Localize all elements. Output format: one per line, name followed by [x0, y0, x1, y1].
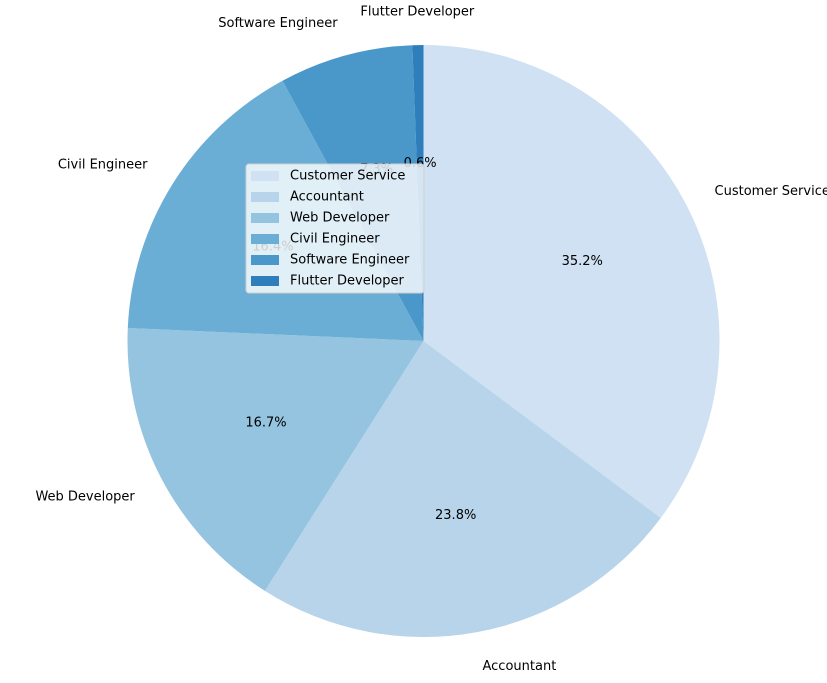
legend-swatch-civil-engineer [251, 234, 279, 244]
category-label-customer-service: Customer Service [715, 184, 827, 199]
pie-slices [127, 45, 720, 637]
percent-label-customer-service: 35.2% [562, 254, 603, 269]
percent-label-accountant: 23.8% [435, 508, 476, 523]
legend-swatch-flutter-developer [251, 276, 279, 286]
legend-swatch-customer-service [251, 171, 279, 181]
legend-swatch-accountant [251, 192, 279, 202]
legend-box [245, 163, 425, 294]
legend-label-civil-engineer: Civil Engineer [290, 232, 380, 247]
legend-swatch-software-engineer [251, 255, 279, 265]
legend-label-software-engineer: Software Engineer [290, 253, 410, 268]
pie-slice-web-developer [127, 327, 424, 591]
category-label-accountant: Accountant [483, 659, 557, 674]
legend-label-accountant: Accountant [290, 190, 364, 205]
legend-label-customer-service: Customer Service [290, 169, 405, 184]
category-label-flutter-developer: Flutter Developer [360, 4, 475, 19]
legend: Customer Service Accountant Web Developer C… [245, 163, 425, 294]
legend-label-web-developer: Web Developer [290, 211, 390, 226]
category-label-civil-engineer: Civil Engineer [58, 157, 148, 172]
category-label-software-engineer: Software Engineer [218, 16, 338, 31]
category-label-web-developer: Web Developer [35, 489, 135, 504]
pie-slice-customer-service [423, 45, 720, 518]
legend-items: Customer Service Accountant Web Developer C… [251, 169, 410, 289]
percent-label-web-developer: 16.7% [245, 416, 286, 431]
legend-swatch-web-developer [251, 213, 279, 223]
pie-slice-accountant [264, 341, 661, 637]
legend-label-flutter-developer: Flutter Developer [290, 274, 405, 289]
category-labels: Customer Service Accountant Web Developer C… [35, 4, 827, 674]
